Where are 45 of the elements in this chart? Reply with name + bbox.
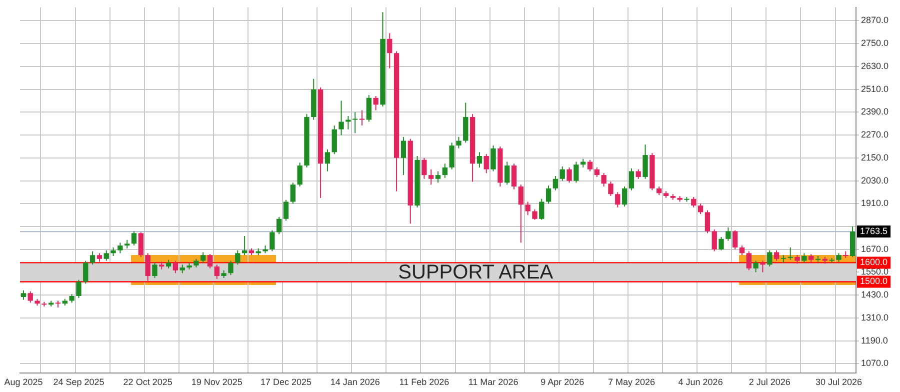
candlestick [186, 262, 192, 270]
x-tick-label: 24 Sep 2025 [53, 377, 104, 388]
x-tick-label: 4 Jun 2026 [678, 377, 723, 388]
candlestick [262, 245, 268, 254]
x-tick-label: 30 Jul 2026 [815, 377, 862, 388]
candlestick [221, 270, 226, 278]
x-tick-label: 17 Dec 2025 [260, 377, 312, 388]
y-tick-label: 2630.0 [861, 60, 889, 71]
candlestick [338, 100, 344, 136]
ref-line-label: 1763.5 [860, 226, 888, 236]
candlestick [753, 260, 758, 273]
y-tick-label: 1310.0 [861, 312, 889, 322]
y-tick-label: 2270.0 [861, 130, 889, 140]
candlestick [118, 242, 123, 254]
y-tick-label: 1190.0 [861, 335, 888, 346]
y-tick-label: 2030.0 [861, 175, 889, 186]
y-tick-label: 2870.0 [861, 15, 889, 26]
candlestick [802, 252, 807, 264]
y-tick-label: 1550.0 [861, 266, 889, 277]
x-tick-label: 7 May 2026 [608, 377, 655, 388]
candlestick [677, 196, 682, 202]
band-label: SUPPORT AREA [398, 262, 554, 284]
x-tick-label: 9 Apr 2026 [540, 377, 584, 388]
y-tick-label: 2750.0 [861, 38, 889, 48]
y-tick-label: 2510.0 [861, 84, 889, 94]
y-tick-label: 2390.0 [861, 106, 889, 117]
candlestick [69, 294, 74, 304]
candlestick [525, 201, 530, 216]
x-tick-label: 11 Mar 2026 [468, 377, 518, 388]
y-tick-label: 1070.0 [861, 358, 889, 368]
x-tick-label: 22 Oct 2025 [123, 377, 172, 388]
candlestick [794, 254, 800, 264]
y-tick-label: 2150.0 [861, 152, 889, 162]
y-tick-label: 1670.0 [861, 244, 889, 254]
x-tick-label: 11 Feb 2026 [399, 377, 450, 388]
ref-line-label: 1600.0 [860, 257, 888, 268]
x-tick-label: 19 Nov 2025 [191, 377, 242, 388]
x-tick-label: 2 Jul 2026 [748, 377, 790, 388]
candlestick [760, 260, 766, 273]
x-tick-label: 14 Jan 2026 [330, 377, 380, 388]
ref-line-label: 1500.0 [860, 276, 888, 286]
x-tick-label: Aug 2025 [4, 377, 43, 388]
y-tick-label: 1910.0 [861, 198, 889, 208]
y-tick-label: 1430.0 [861, 290, 889, 300]
candlestick [836, 252, 842, 262]
